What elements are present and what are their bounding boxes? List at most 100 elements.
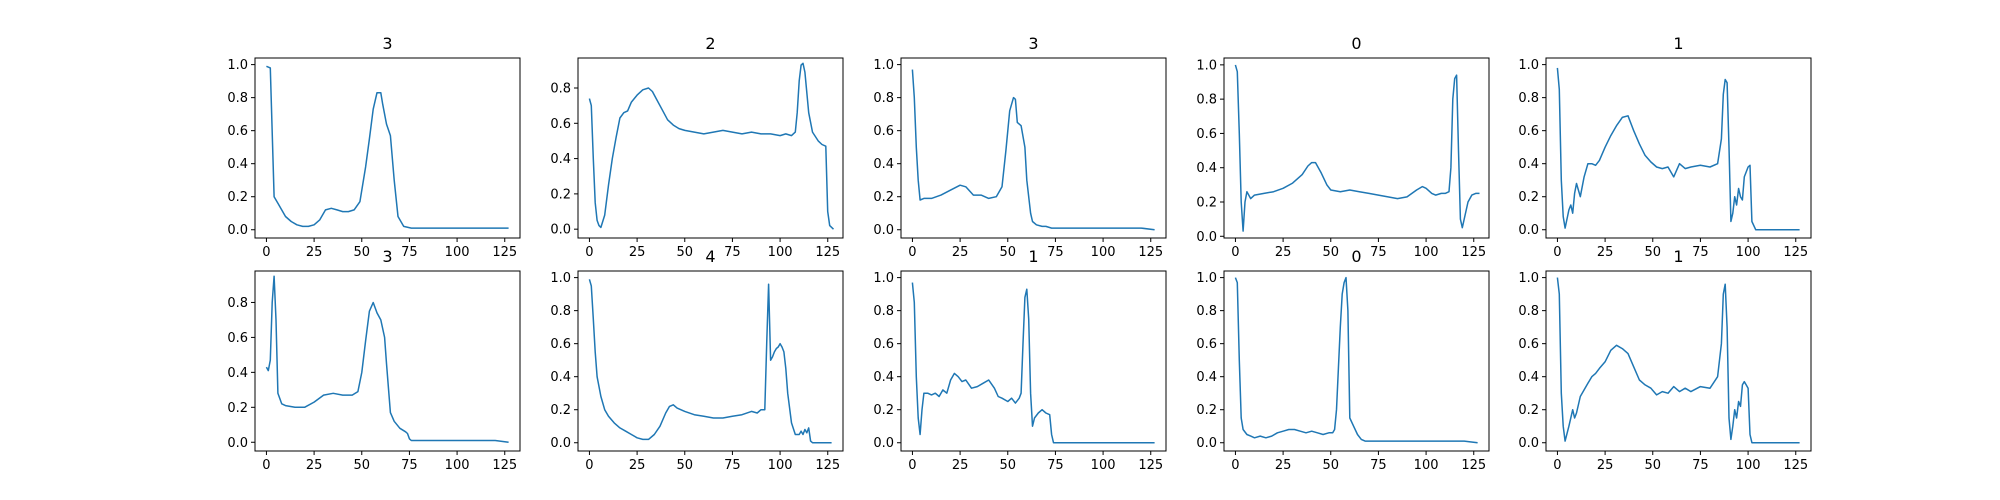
- y-tick-label: 1.0: [227, 58, 248, 73]
- y-tick-label: 0.4: [1196, 370, 1217, 385]
- chart-title: 0: [1351, 247, 1361, 266]
- y-tick-label: 1.0: [1196, 271, 1217, 286]
- x-tick-label: 75: [724, 458, 741, 473]
- x-tick-label: 125: [815, 458, 840, 473]
- chart-panel: 4 0 25 50 75 100 125 0.0 0.2 0.4 0.6 0.8 1.0: [550, 247, 844, 473]
- y-tick-label: 0.4: [550, 370, 571, 385]
- x-tick-label: 0: [585, 245, 593, 260]
- chart-panel: 1 0 25 50 75 100 125 0.0 0.2 0.4 0.6 0.8 1.0: [873, 247, 1167, 473]
- y-tick-label: 0.2: [550, 403, 571, 418]
- y-tick-label: 0.0: [1196, 436, 1217, 451]
- y-tick-label: 0.0: [1518, 223, 1539, 238]
- y-tick-label: 0.6: [873, 337, 894, 352]
- y-tick-label: 0.6: [550, 337, 571, 352]
- x-tick-label: 25: [952, 245, 969, 260]
- x-tick-label: 125: [1783, 458, 1808, 473]
- axes-frame: [577, 270, 844, 452]
- y-tick-label: 0.0: [1196, 230, 1217, 245]
- x-tick-label: 50: [676, 458, 693, 473]
- chart-title: 1: [1673, 247, 1683, 266]
- y-tick-label: 0.4: [1518, 157, 1539, 172]
- x-tick-label: 50: [1644, 245, 1661, 260]
- x-tick-label: 75: [1047, 245, 1064, 260]
- y-tick-label: 0.8: [873, 304, 894, 319]
- series-line: [588, 279, 832, 444]
- y-tick-label: 0.0: [873, 223, 894, 238]
- y-tick-label: 0.8: [873, 91, 894, 106]
- y-tick-label: 1.0: [550, 271, 571, 286]
- x-tick-label: 100: [445, 245, 470, 260]
- y-tick-label: 0.2: [227, 401, 248, 416]
- x-tick-label: 25: [1597, 245, 1614, 260]
- y-tick-label: 1.0: [1518, 58, 1539, 73]
- y-tick-label: 0.2: [1196, 403, 1217, 418]
- y-tick-label: 0.4: [550, 152, 571, 167]
- y-tick-label: 0.6: [227, 331, 248, 346]
- series-line: [1234, 64, 1480, 232]
- chart-panel: 0 0 25 50 75 100 125 0.0 0.2 0.4 0.6 0.8 1.0: [1196, 247, 1490, 473]
- x-tick-label: 125: [1461, 245, 1486, 260]
- x-tick-label: 50: [1322, 245, 1339, 260]
- x-tick-label: 50: [353, 458, 370, 473]
- x-tick-label: 25: [629, 245, 646, 260]
- axes-frame: [1545, 57, 1812, 239]
- y-tick-label: 0.0: [873, 436, 894, 451]
- x-tick-label: 75: [724, 245, 741, 260]
- x-tick-label: 125: [1783, 245, 1808, 260]
- chart-panel: 3 0 25 50 75 100 125 0.0 0.2 0.4 0.6 0.8: [227, 247, 521, 473]
- x-tick-label: 100: [445, 458, 470, 473]
- axes-frame: [1545, 270, 1812, 452]
- y-tick-label: 0.6: [1196, 337, 1217, 352]
- y-tick-label: 0.0: [1518, 436, 1539, 451]
- y-tick-label: 0.8: [1196, 93, 1217, 108]
- x-tick-label: 0: [1231, 245, 1239, 260]
- axes-frame: [1223, 57, 1490, 239]
- x-tick-label: 125: [1461, 458, 1486, 473]
- x-tick-label: 50: [1322, 458, 1339, 473]
- x-tick-label: 125: [492, 245, 517, 260]
- series-line: [1556, 67, 1800, 231]
- axes-frame: [254, 57, 521, 239]
- y-tick-label: 0.6: [550, 117, 571, 132]
- y-tick-label: 0.8: [1518, 91, 1539, 106]
- chart-title: 3: [1028, 34, 1038, 53]
- x-tick-label: 25: [952, 458, 969, 473]
- x-tick-label: 100: [768, 245, 793, 260]
- chart-title: 3: [382, 34, 392, 53]
- y-tick-label: 0.6: [1518, 124, 1539, 139]
- y-tick-label: 0.0: [550, 436, 571, 451]
- x-tick-label: 50: [353, 245, 370, 260]
- y-tick-label: 0.4: [1196, 161, 1217, 176]
- chart-panel: 2 0 25 50 75 100 125 0.0 0.2 0.4 0.6 0.8: [550, 34, 844, 260]
- y-tick-label: 0.2: [873, 403, 894, 418]
- chart-title: 4: [705, 247, 715, 266]
- x-tick-label: 100: [1414, 245, 1439, 260]
- chart-title: 0: [1351, 34, 1361, 53]
- x-tick-label: 125: [815, 245, 840, 260]
- y-tick-label: 0.8: [227, 91, 248, 106]
- y-tick-label: 0.8: [550, 82, 571, 97]
- axes-frame: [900, 57, 1167, 239]
- x-tick-label: 125: [1138, 245, 1163, 260]
- y-tick-label: 0.2: [1518, 403, 1539, 418]
- chart-panel: 3 0 25 50 75 100 125 0.0 0.2 0.4 0.6 0.8 1.0: [873, 34, 1167, 260]
- axes-frame: [254, 270, 521, 452]
- series-line: [1234, 276, 1478, 444]
- y-tick-label: 0.2: [1518, 190, 1539, 205]
- x-tick-label: 0: [908, 245, 916, 260]
- x-tick-label: 0: [585, 458, 593, 473]
- x-tick-label: 0: [262, 458, 270, 473]
- x-tick-label: 100: [1091, 245, 1116, 260]
- x-tick-label: 50: [999, 458, 1016, 473]
- x-tick-label: 100: [1736, 245, 1761, 260]
- chart-panel: 1 0 25 50 75 100 125 0.0 0.2 0.4 0.6 0.8 1.0: [1518, 34, 1812, 260]
- y-tick-label: 0.6: [1518, 337, 1539, 352]
- y-tick-label: 0.2: [227, 190, 248, 205]
- y-tick-label: 0.8: [550, 304, 571, 319]
- x-tick-label: 25: [1597, 458, 1614, 473]
- chart-title: 1: [1028, 247, 1038, 266]
- axes-frame: [1223, 270, 1490, 452]
- x-tick-label: 100: [1091, 458, 1116, 473]
- y-tick-label: 0.8: [227, 296, 248, 311]
